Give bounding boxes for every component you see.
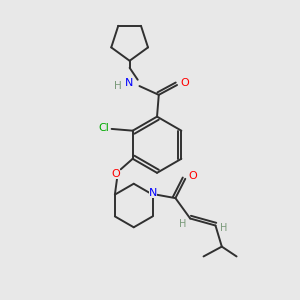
Text: N: N [149,188,158,198]
Text: Cl: Cl [98,123,109,133]
Text: O: O [111,169,120,179]
Text: H: H [179,219,186,229]
Text: N: N [125,78,133,88]
Text: H: H [220,223,227,233]
Text: H: H [114,81,122,91]
Text: O: O [180,78,189,88]
Text: O: O [189,171,197,181]
